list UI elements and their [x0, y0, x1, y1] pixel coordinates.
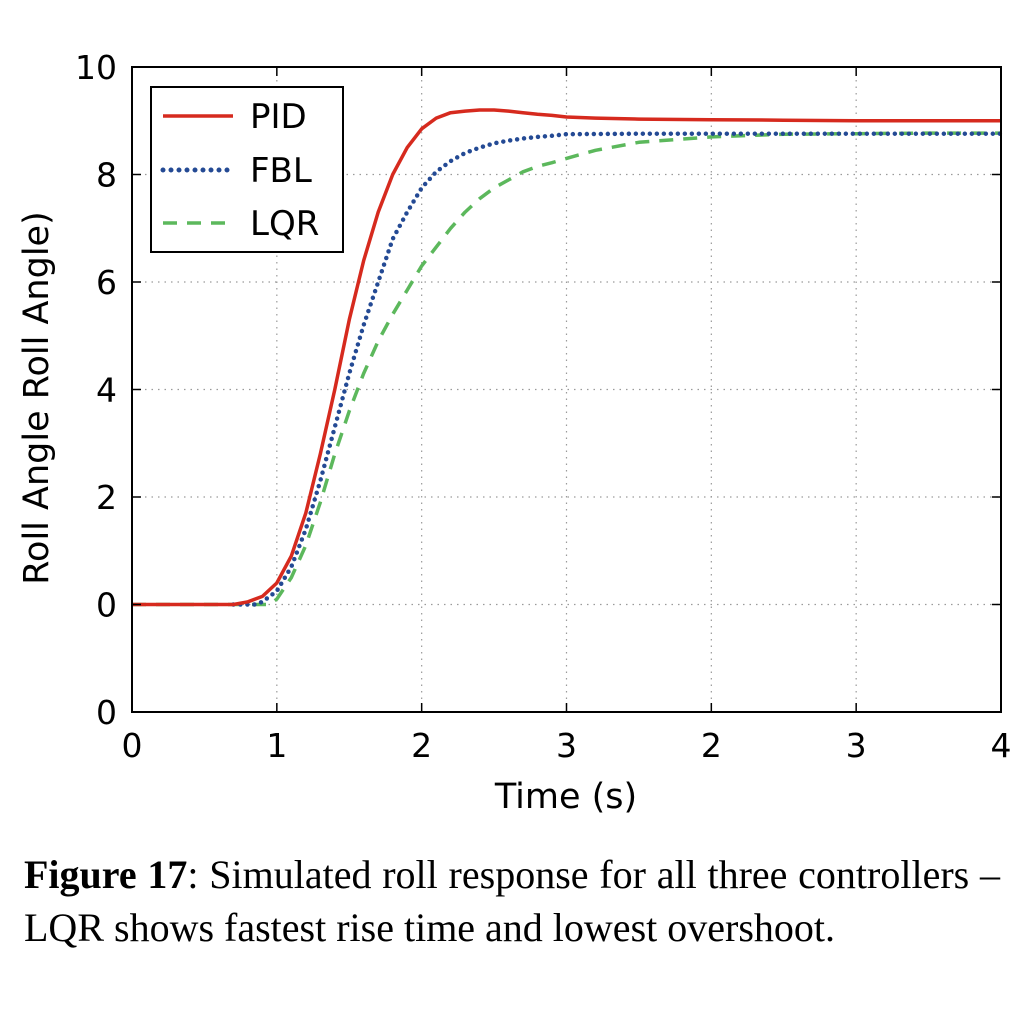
- x-tick-label: 4: [991, 726, 1012, 765]
- series-line-pid: [132, 108, 1001, 607]
- y-tick-label: 6: [96, 263, 117, 302]
- x-tick-label: 2: [411, 726, 432, 765]
- y-tick-label: 8: [96, 156, 117, 195]
- legend-label-pid: PID: [250, 97, 307, 137]
- y-tick-label: 10: [75, 48, 117, 87]
- legend-label-lqr: LQR: [250, 204, 319, 244]
- y-axis-label: Roll Angle Roll Angle): [17, 211, 57, 584]
- x-tick-label: 0: [122, 726, 143, 765]
- caption-text: : Simulated roll response for all three …: [24, 852, 1000, 950]
- legend-label-fbl: FBL: [250, 151, 312, 191]
- x-axis-label: Time (s): [494, 777, 637, 817]
- x-tick-label: 2: [701, 726, 722, 765]
- x-tick-label: 1: [266, 726, 287, 765]
- y-tick-label: 0: [96, 586, 117, 625]
- caption-label: Figure 17: [24, 852, 188, 897]
- x-tick-label: 3: [846, 726, 867, 765]
- x-tick-label: 3: [556, 726, 577, 765]
- y-tick-label: 2: [96, 478, 117, 517]
- series-line-lqr: [132, 131, 1001, 607]
- legend: PID FBL LQR: [150, 86, 344, 253]
- y-tick-label: 0: [96, 693, 117, 732]
- y-tick-label: 4: [96, 371, 117, 410]
- series-lines: [132, 108, 1004, 607]
- figure-caption: Figure 17: Simulated roll response for a…: [24, 848, 1000, 954]
- series-line-fbl: [231, 131, 1004, 607]
